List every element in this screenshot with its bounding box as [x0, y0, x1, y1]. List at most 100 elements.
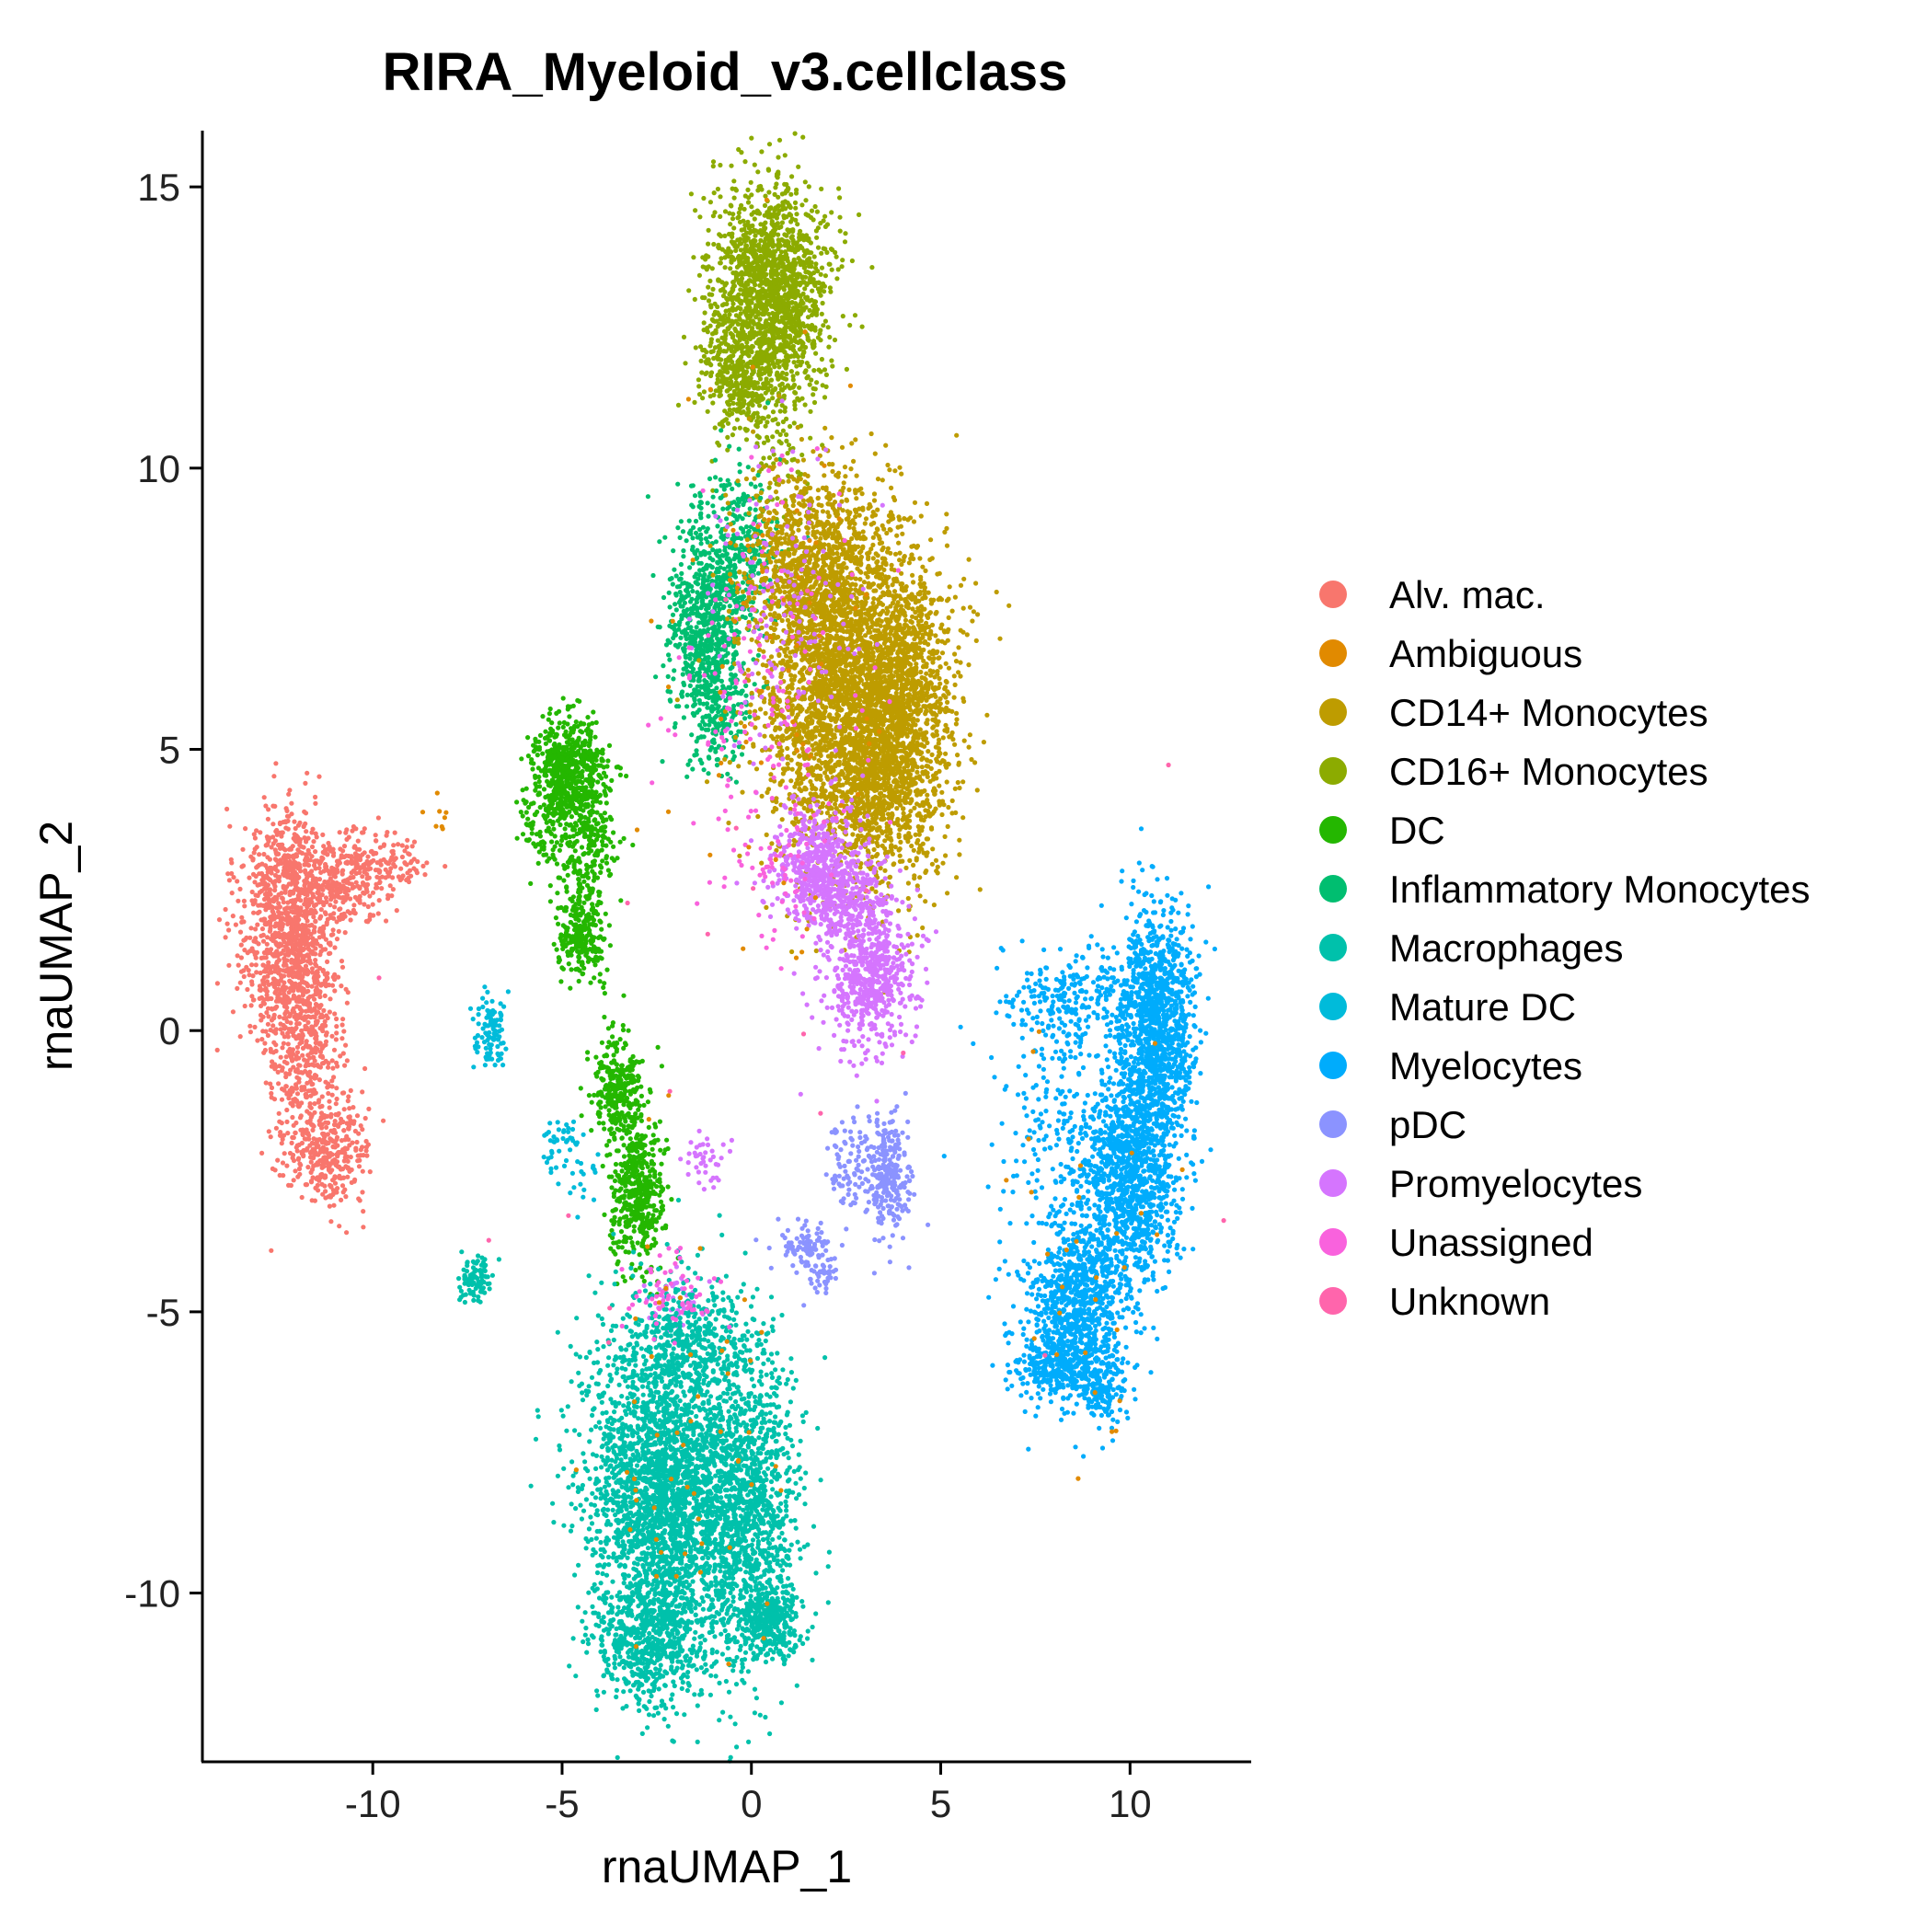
- data-point: [288, 1182, 293, 1189]
- data-point: [788, 423, 793, 430]
- data-point: [284, 1061, 290, 1066]
- data-point: [736, 210, 742, 215]
- data-point: [318, 949, 324, 954]
- data-point: [804, 375, 810, 381]
- data-point: [257, 987, 262, 993]
- data-point: [780, 419, 787, 425]
- data-point: [316, 935, 322, 940]
- data-point: [701, 767, 707, 773]
- data-point: [742, 298, 748, 304]
- data-point: [247, 1029, 253, 1035]
- data-point: [774, 171, 780, 177]
- data-point: [697, 214, 703, 220]
- data-point: [281, 934, 287, 939]
- data-point: [705, 329, 710, 335]
- data-point: [270, 834, 276, 840]
- data-point: [298, 1113, 304, 1119]
- data-point: [261, 795, 267, 800]
- data-point: [319, 1125, 325, 1131]
- data-point: [339, 1183, 346, 1189]
- data-point: [268, 1049, 274, 1054]
- data-point: [324, 1030, 329, 1036]
- data-point: [342, 914, 348, 919]
- data-point: [260, 962, 266, 968]
- data-point: [365, 854, 371, 859]
- data-point: [764, 318, 769, 324]
- data-point: [238, 969, 245, 974]
- data-point: [701, 623, 707, 628]
- data-point: [330, 974, 336, 980]
- data-point: [776, 283, 781, 289]
- data-point: [278, 1027, 283, 1032]
- data-point: [707, 683, 712, 688]
- data-point: [785, 383, 791, 388]
- data-point: [725, 401, 731, 407]
- data-point: [735, 321, 741, 327]
- data-point: [844, 366, 850, 372]
- data-point: [322, 993, 328, 998]
- data-point: [772, 301, 777, 307]
- data-point: [265, 866, 270, 871]
- data-point: [317, 1041, 323, 1046]
- data-point: [684, 538, 689, 544]
- data-point: [265, 935, 270, 940]
- data-point: [271, 880, 277, 886]
- data-point: [313, 849, 318, 855]
- data-point: [273, 1027, 279, 1032]
- data-point: [284, 1005, 290, 1010]
- data-point: [750, 344, 756, 350]
- data-point: [269, 1064, 274, 1069]
- data-point: [679, 570, 684, 577]
- data-point: [353, 826, 359, 832]
- data-point: [327, 1083, 332, 1088]
- data-point: [705, 660, 710, 666]
- data-point: [829, 267, 834, 272]
- data-point: [773, 417, 778, 422]
- data-point: [317, 994, 323, 1000]
- data-point: [341, 1107, 347, 1112]
- data-point: [259, 881, 266, 887]
- data-point: [733, 609, 739, 615]
- data-point: [287, 788, 293, 793]
- data-point: [749, 135, 754, 141]
- data-point: [788, 191, 794, 197]
- data-point: [820, 300, 825, 306]
- data-point: [688, 191, 695, 197]
- data-point: [282, 847, 288, 853]
- data-point: [715, 440, 720, 445]
- data-point: [235, 953, 240, 959]
- data-point: [257, 909, 262, 914]
- data-point: [798, 330, 803, 336]
- data-point: [297, 959, 303, 964]
- data-point: [811, 217, 816, 223]
- data-point: [821, 218, 826, 224]
- data-point: [799, 202, 805, 208]
- data-point: [332, 988, 338, 994]
- data-point: [670, 581, 675, 587]
- data-point: [753, 305, 758, 310]
- data-point: [311, 863, 317, 868]
- data-point: [305, 988, 311, 994]
- data-point: [731, 225, 737, 231]
- data-point: [710, 286, 716, 292]
- data-point: [753, 238, 758, 244]
- data-point: [339, 1116, 344, 1121]
- data-point: [237, 980, 243, 985]
- data-point: [671, 635, 676, 641]
- data-point: [254, 949, 259, 955]
- data-point: [279, 891, 284, 896]
- data-point: [704, 267, 709, 272]
- data-point: [342, 1187, 348, 1192]
- data-point: [343, 1042, 349, 1048]
- data-point: [286, 990, 292, 995]
- data-point: [286, 1096, 292, 1101]
- data-point: [255, 922, 260, 927]
- data-point: [266, 1014, 271, 1019]
- data-point: [763, 308, 768, 314]
- data-point: [304, 876, 310, 881]
- data-point: [339, 868, 345, 875]
- data-point: [314, 976, 319, 982]
- data-point: [411, 866, 417, 871]
- data-point: [290, 1156, 295, 1161]
- data-point: [247, 935, 253, 940]
